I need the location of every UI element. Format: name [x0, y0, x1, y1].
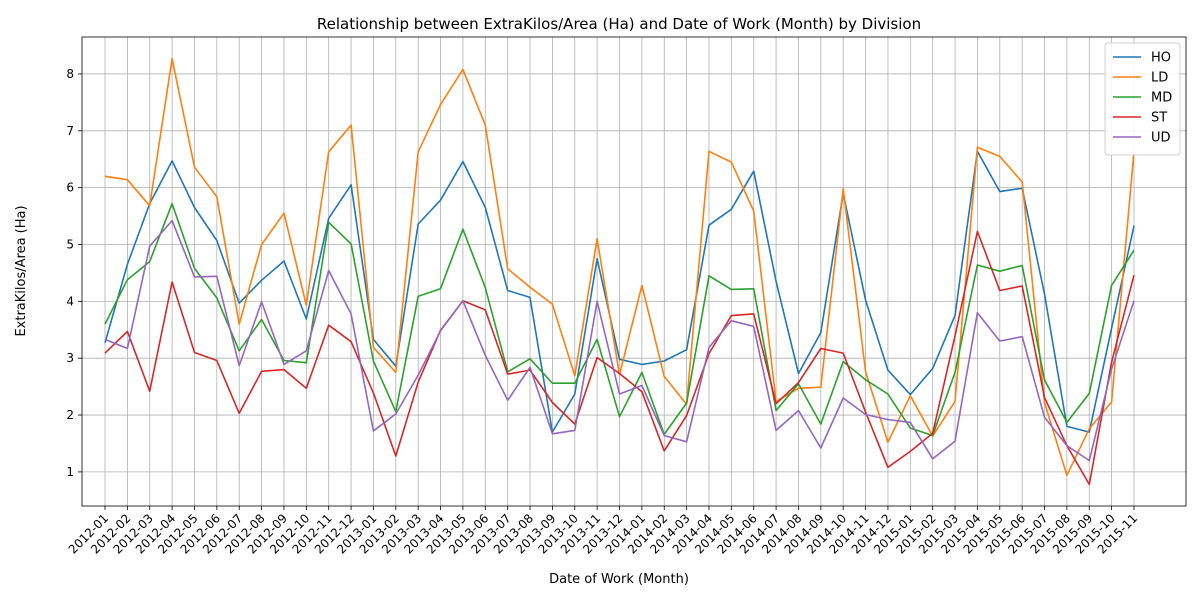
y-axis-ticks: 1 2 3 4 5 6 7 8	[66, 67, 82, 479]
plot-frame	[81, 36, 1187, 507]
y-tick-label: 1	[66, 465, 74, 479]
y-tick-label: 5	[66, 237, 74, 251]
legend-label-ld: LD	[1151, 71, 1168, 86]
y-tick-label: 8	[66, 67, 74, 81]
legend-label-ud: UD	[1151, 131, 1171, 146]
x-axis-label: Date of Work (Month)	[549, 572, 689, 587]
series-line-ld	[104, 57, 1135, 477]
y-axis-label: ExtraKilos/Area (Ha)	[14, 205, 29, 336]
grid	[82, 37, 1186, 506]
y-tick-label: 3	[66, 351, 74, 365]
y-tick-label: 4	[66, 294, 74, 308]
legend-box	[1104, 42, 1181, 156]
y-tick-label: 2	[66, 408, 74, 422]
series-line-md	[104, 202, 1135, 437]
x-axis-ticks: 2012-012012-022012-032012-042012-052012-…	[66, 506, 1140, 557]
series-lines	[104, 57, 1135, 486]
series-line-ud	[104, 219, 1135, 462]
series-line-ho	[104, 150, 1135, 433]
y-tick-label: 6	[66, 181, 74, 195]
y-tick-label: 7	[66, 124, 74, 138]
series-line-st	[104, 230, 1135, 486]
legend-label-ho: HO	[1151, 51, 1171, 66]
legend-label-st: ST	[1151, 111, 1167, 126]
chart-title: Relationship between ExtraKilos/Area (Ha…	[317, 15, 921, 33]
legend: HO LD MD ST UD	[1104, 42, 1181, 156]
legend-label-md: MD	[1151, 91, 1172, 106]
